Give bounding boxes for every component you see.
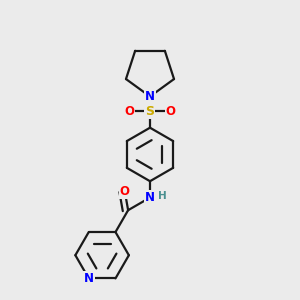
Text: N: N <box>145 90 155 103</box>
Text: N: N <box>145 191 155 204</box>
Text: H: H <box>158 191 167 201</box>
Text: O: O <box>166 105 176 118</box>
Text: S: S <box>146 105 154 118</box>
Text: O: O <box>124 105 134 118</box>
Text: O: O <box>120 185 130 198</box>
Text: N: N <box>84 272 94 285</box>
